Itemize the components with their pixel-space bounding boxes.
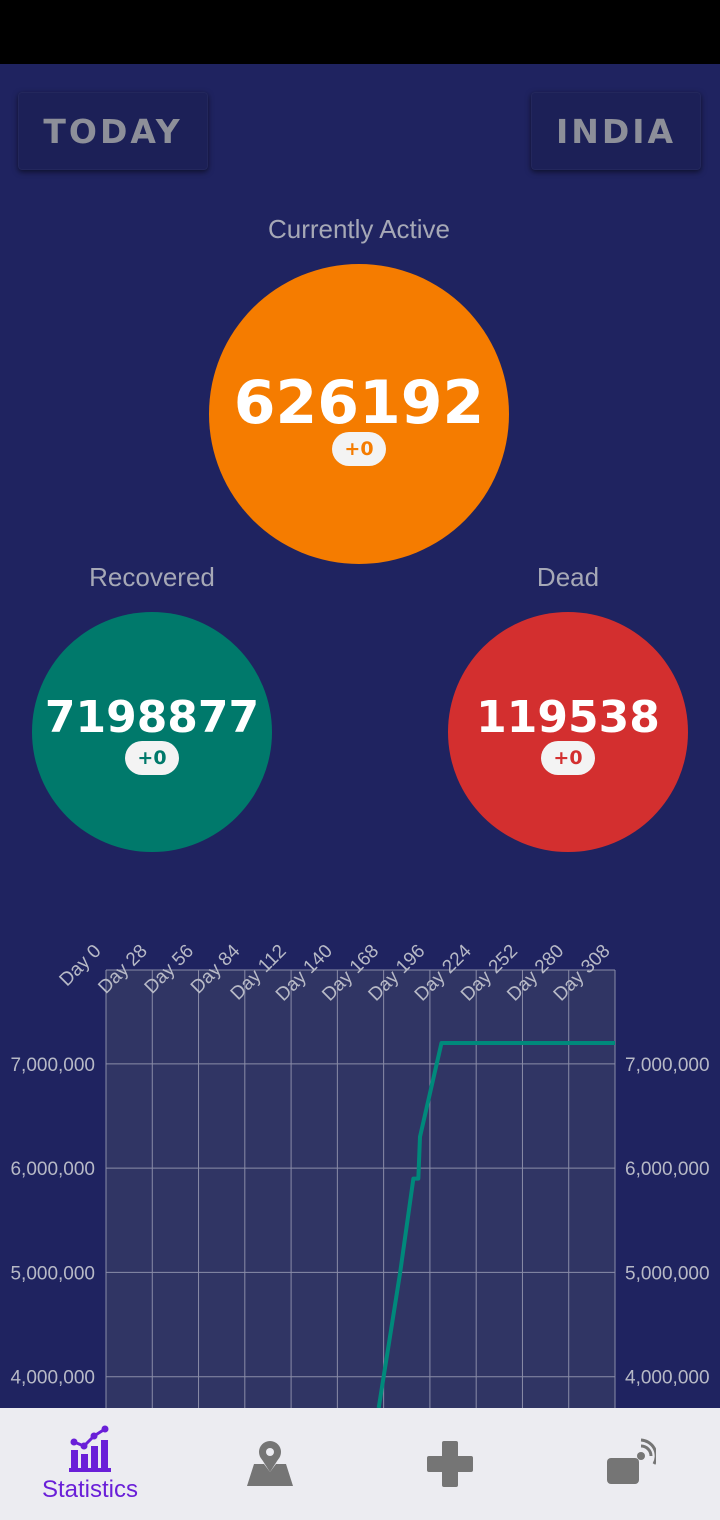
y-tick-label-right: 4,000,000 xyxy=(625,1368,710,1389)
active-label: Currently Active xyxy=(267,214,451,244)
recovered-count: 7198877 xyxy=(44,691,260,743)
y-tick-label-left: 5,000,000 xyxy=(10,1263,95,1284)
nav-map[interactable] xyxy=(180,1408,360,1520)
y-tick-label-left: 4,000,000 xyxy=(10,1368,95,1389)
recovered-line-chart[interactable]: 7,000,000 7,000,000 6,000,000 6,000,000 5,00… xyxy=(0,880,720,1408)
series-line-recovered xyxy=(376,1041,615,1408)
medical-cross-icon xyxy=(427,1441,473,1487)
broadcast-icon xyxy=(607,1438,656,1484)
bottom-nav: Statistics xyxy=(0,1408,720,1520)
y-tick-label-left: 6,000,000 xyxy=(10,1159,95,1180)
active-delta-badge: +0 xyxy=(332,432,386,466)
recovered-delta-badge: +0 xyxy=(125,740,179,775)
dead-count: 119538 xyxy=(476,691,660,743)
today-button[interactable]: TODAY xyxy=(18,92,208,170)
recovered-circle: 7198877 +0 xyxy=(32,612,272,852)
y-tick-label-right: 7,000,000 xyxy=(625,1055,710,1076)
dead-label: Dead xyxy=(536,562,600,592)
chart-svg: 7,000,000 7,000,000 6,000,000 6,000,000 5,00… xyxy=(10,940,710,1408)
y-tick-label-right: 5,000,000 xyxy=(625,1263,710,1284)
nav-statistics[interactable]: Statistics xyxy=(0,1408,180,1520)
recovered-label: Recovered xyxy=(89,562,215,592)
active-count: 626192 xyxy=(233,368,485,438)
dead-delta-badge: +0 xyxy=(541,740,595,775)
nav-health[interactable] xyxy=(360,1408,540,1520)
active-circle: 626192 +0 xyxy=(209,264,509,564)
y-tick-label-right: 6,000,000 xyxy=(625,1159,710,1180)
status-bar xyxy=(0,0,720,64)
nav-statistics-label: Statistics xyxy=(41,1476,139,1503)
plot-area xyxy=(106,970,615,1408)
dead-circle: 119538 +0 xyxy=(448,612,688,852)
map-pin-icon xyxy=(247,1441,293,1486)
y-tick-label-left: 7,000,000 xyxy=(10,1055,95,1076)
country-button[interactable]: INDIA xyxy=(531,92,701,170)
nav-info[interactable] xyxy=(540,1408,720,1520)
bar-chart-icon xyxy=(69,1425,111,1472)
